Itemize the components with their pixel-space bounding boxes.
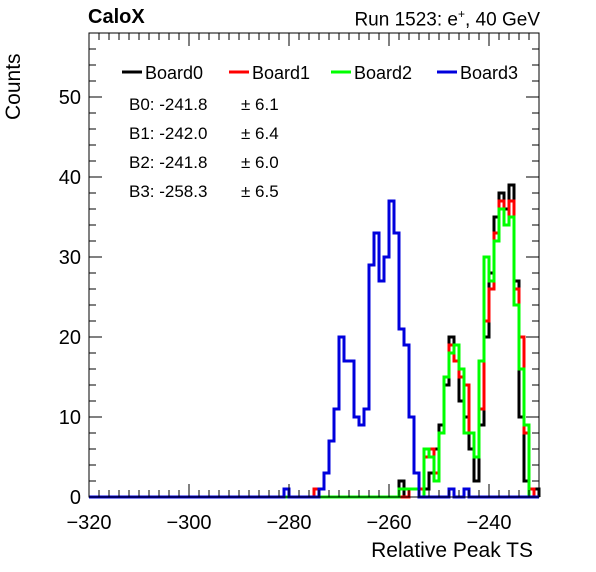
legend-label-board0: Board0: [145, 63, 203, 83]
series-layer: [89, 183, 541, 499]
fit-stats: B0: -241.8 ± 6.1 B1: -242.0 ± 6.4 B2: -241.8…: [129, 95, 279, 201]
run-info-prefix: Run 1523: e: [354, 9, 458, 31]
legend-label-board3: Board3: [460, 63, 518, 83]
stat-mean: B2: -241.8: [129, 153, 207, 172]
stat-sigma: ± 6.1: [241, 95, 279, 114]
legend-label-board1: Board1: [252, 63, 310, 83]
axis-ticks: [88, 32, 540, 498]
stat-sigma: ± 6.0: [241, 153, 279, 172]
stat-mean: B0: -241.8: [129, 95, 207, 114]
plot-frame: [88, 32, 540, 498]
series-board1: [89, 199, 539, 499]
stat-mean: B3: -258.3: [129, 182, 207, 201]
y-axis-label: Counts: [2, 53, 25, 120]
series-board2: [89, 207, 539, 499]
y-tick-label: 30: [59, 247, 81, 269]
y-tick-label: 10: [59, 407, 81, 429]
x-tick-label: −320: [66, 512, 111, 534]
run-info: Run 1523: e+, 40 GeV: [354, 7, 540, 31]
y-tick-label: 50: [59, 87, 81, 109]
legend-label-board2: Board2: [354, 63, 412, 83]
x-tick-label: −240: [466, 512, 511, 534]
x-tick-label: −260: [366, 512, 411, 534]
axis-tick-labels: −320 −300 −280 −260 −240 0 10 20 30 40 50: [59, 87, 512, 534]
series-board3: [89, 199, 539, 499]
stat-mean: B1: -242.0: [129, 124, 207, 143]
run-info-suffix: , 40 GeV: [465, 9, 540, 31]
x-tick-label: −300: [166, 512, 211, 534]
stat-sigma: ± 6.5: [241, 182, 279, 201]
experiment-label: CaloX: [88, 6, 145, 28]
legend: Board0 Board1 Board2 Board3: [122, 63, 518, 83]
series-board0: [89, 183, 541, 499]
stat-sigma: ± 6.4: [241, 124, 279, 143]
x-tick-label: −280: [266, 512, 311, 534]
y-tick-label: 20: [59, 327, 81, 349]
y-tick-label: 40: [59, 167, 81, 189]
x-axis-label: Relative Peak TS: [371, 539, 533, 562]
run-info-charge: +: [457, 7, 465, 21]
y-tick-label: 0: [70, 487, 81, 509]
